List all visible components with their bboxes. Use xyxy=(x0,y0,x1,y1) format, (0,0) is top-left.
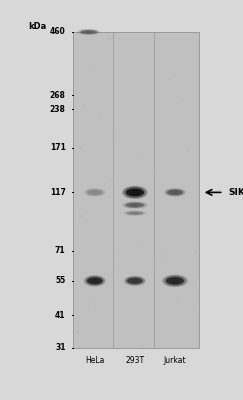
Ellipse shape xyxy=(130,279,140,283)
Ellipse shape xyxy=(171,279,179,283)
Ellipse shape xyxy=(84,189,105,196)
Text: 55: 55 xyxy=(55,276,66,285)
Ellipse shape xyxy=(92,192,97,193)
Text: 460: 460 xyxy=(50,28,66,36)
Ellipse shape xyxy=(134,280,136,281)
Text: 41: 41 xyxy=(55,311,66,320)
Text: SIK2: SIK2 xyxy=(228,188,243,197)
Ellipse shape xyxy=(129,278,141,284)
Ellipse shape xyxy=(94,280,96,281)
Ellipse shape xyxy=(84,276,105,286)
Ellipse shape xyxy=(124,187,146,198)
Ellipse shape xyxy=(167,190,183,195)
Ellipse shape xyxy=(91,279,98,283)
Ellipse shape xyxy=(124,202,146,208)
Ellipse shape xyxy=(127,212,143,214)
Text: 238: 238 xyxy=(50,105,66,114)
Ellipse shape xyxy=(169,190,181,195)
Ellipse shape xyxy=(167,277,182,284)
Text: 171: 171 xyxy=(50,144,66,152)
Ellipse shape xyxy=(125,276,145,285)
Ellipse shape xyxy=(173,192,177,193)
Text: HeLa: HeLa xyxy=(85,356,104,365)
Ellipse shape xyxy=(91,191,98,194)
Ellipse shape xyxy=(174,192,176,193)
Ellipse shape xyxy=(128,279,142,283)
Ellipse shape xyxy=(123,186,147,198)
Ellipse shape xyxy=(132,280,137,282)
Ellipse shape xyxy=(169,278,181,284)
Text: kDa: kDa xyxy=(28,22,46,31)
Ellipse shape xyxy=(129,190,141,195)
Ellipse shape xyxy=(125,212,144,215)
Ellipse shape xyxy=(166,278,183,284)
Ellipse shape xyxy=(170,191,180,194)
Ellipse shape xyxy=(131,279,139,282)
Ellipse shape xyxy=(174,280,176,281)
Ellipse shape xyxy=(129,204,141,206)
Ellipse shape xyxy=(130,190,139,194)
Ellipse shape xyxy=(90,191,100,194)
Ellipse shape xyxy=(88,278,101,284)
Text: 71: 71 xyxy=(55,246,66,256)
Ellipse shape xyxy=(126,188,144,197)
Ellipse shape xyxy=(172,280,178,282)
Ellipse shape xyxy=(85,31,93,33)
Ellipse shape xyxy=(87,277,103,284)
Ellipse shape xyxy=(123,202,147,208)
Ellipse shape xyxy=(86,189,104,196)
Ellipse shape xyxy=(132,204,138,206)
Ellipse shape xyxy=(79,30,98,34)
Ellipse shape xyxy=(165,189,185,196)
Ellipse shape xyxy=(127,278,143,284)
Ellipse shape xyxy=(163,275,187,286)
Ellipse shape xyxy=(128,212,142,214)
Ellipse shape xyxy=(127,212,143,215)
Ellipse shape xyxy=(87,190,102,194)
FancyBboxPatch shape xyxy=(73,32,199,348)
Ellipse shape xyxy=(81,31,96,33)
Ellipse shape xyxy=(127,189,142,196)
Ellipse shape xyxy=(90,278,100,283)
Ellipse shape xyxy=(130,204,139,206)
Ellipse shape xyxy=(130,212,140,214)
Ellipse shape xyxy=(134,192,136,193)
Ellipse shape xyxy=(78,30,100,34)
Ellipse shape xyxy=(87,190,103,195)
Ellipse shape xyxy=(83,31,94,33)
Ellipse shape xyxy=(166,189,184,196)
Ellipse shape xyxy=(126,204,143,206)
Ellipse shape xyxy=(81,30,97,34)
Ellipse shape xyxy=(132,213,137,214)
Ellipse shape xyxy=(88,190,101,195)
Ellipse shape xyxy=(132,191,138,194)
Text: 268: 268 xyxy=(50,91,66,100)
Text: 31: 31 xyxy=(55,344,66,352)
Ellipse shape xyxy=(171,191,179,194)
Ellipse shape xyxy=(166,277,184,285)
Ellipse shape xyxy=(126,203,144,207)
Ellipse shape xyxy=(124,211,146,215)
Text: 293T: 293T xyxy=(125,356,144,365)
Text: Jurkat: Jurkat xyxy=(164,356,186,365)
Ellipse shape xyxy=(131,212,139,214)
Ellipse shape xyxy=(94,192,96,193)
Ellipse shape xyxy=(82,30,95,34)
Ellipse shape xyxy=(87,278,102,283)
Ellipse shape xyxy=(126,189,143,195)
Ellipse shape xyxy=(127,203,142,207)
Ellipse shape xyxy=(126,277,144,285)
Ellipse shape xyxy=(164,276,186,286)
Ellipse shape xyxy=(92,280,97,282)
Ellipse shape xyxy=(168,190,182,194)
Ellipse shape xyxy=(86,276,104,285)
Text: 117: 117 xyxy=(50,188,66,197)
